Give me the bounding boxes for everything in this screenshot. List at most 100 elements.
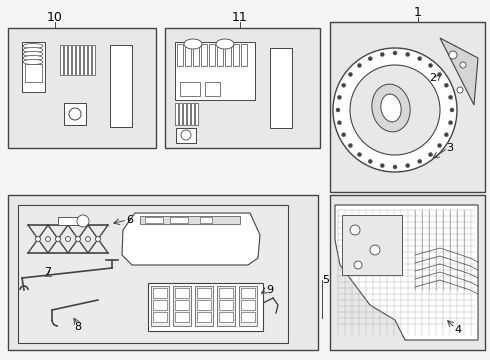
Circle shape <box>55 237 60 242</box>
Bar <box>270 48 292 128</box>
Text: 5: 5 <box>322 275 329 285</box>
Circle shape <box>338 95 342 99</box>
Circle shape <box>350 65 440 155</box>
Text: 2: 2 <box>429 73 437 83</box>
Bar <box>205 82 220 96</box>
Text: 1: 1 <box>414 5 422 18</box>
Text: 9: 9 <box>267 285 273 295</box>
Circle shape <box>380 163 384 167</box>
Bar <box>197 300 211 310</box>
Circle shape <box>368 159 372 163</box>
Bar <box>219 300 233 310</box>
Circle shape <box>370 245 380 255</box>
Bar <box>60 45 63 75</box>
Bar <box>80 45 83 75</box>
Circle shape <box>393 51 397 55</box>
Text: 11: 11 <box>232 10 248 23</box>
Bar <box>22 42 45 92</box>
Bar <box>330 195 485 350</box>
Bar <box>8 28 156 148</box>
Bar <box>197 312 211 322</box>
Circle shape <box>181 130 191 140</box>
Ellipse shape <box>23 51 43 57</box>
Circle shape <box>96 237 100 242</box>
Circle shape <box>66 237 71 242</box>
Bar <box>233 44 239 66</box>
Circle shape <box>350 225 360 235</box>
Bar <box>195 286 213 326</box>
Bar <box>217 44 223 66</box>
Circle shape <box>460 62 466 68</box>
Bar <box>145 217 163 223</box>
Circle shape <box>354 261 362 269</box>
Bar <box>175 103 178 125</box>
Circle shape <box>358 153 362 157</box>
Ellipse shape <box>184 39 202 49</box>
Bar <box>193 44 199 66</box>
Bar <box>76 45 79 75</box>
Circle shape <box>380 53 384 57</box>
Bar <box>148 283 263 331</box>
Bar <box>185 44 191 66</box>
Circle shape <box>444 83 448 87</box>
Circle shape <box>438 72 441 76</box>
Bar <box>217 286 235 326</box>
Bar <box>175 300 189 310</box>
Bar <box>175 42 255 100</box>
Circle shape <box>450 108 454 112</box>
Bar <box>239 286 257 326</box>
Bar <box>165 28 320 148</box>
Circle shape <box>75 237 80 242</box>
Bar <box>153 312 167 322</box>
Circle shape <box>85 237 91 242</box>
Bar <box>173 286 191 326</box>
Circle shape <box>406 53 410 57</box>
Bar <box>241 288 255 298</box>
Circle shape <box>429 63 433 67</box>
Bar <box>219 288 233 298</box>
Circle shape <box>457 87 463 93</box>
Bar <box>176 128 196 143</box>
Circle shape <box>444 133 448 137</box>
Text: 6: 6 <box>126 215 133 225</box>
Bar <box>330 22 485 192</box>
Bar <box>197 288 211 298</box>
Ellipse shape <box>23 59 43 64</box>
Circle shape <box>418 57 422 60</box>
Bar <box>64 103 86 125</box>
Ellipse shape <box>216 39 234 49</box>
Bar <box>72 45 75 75</box>
Bar <box>110 45 132 127</box>
Bar <box>140 216 240 224</box>
Bar <box>68 45 71 75</box>
Bar <box>18 205 288 343</box>
Bar <box>225 44 231 66</box>
Circle shape <box>406 163 410 167</box>
Bar <box>153 288 167 298</box>
Circle shape <box>46 237 50 242</box>
Bar <box>200 217 212 223</box>
Circle shape <box>393 165 397 169</box>
Circle shape <box>449 51 457 59</box>
Bar <box>201 44 207 66</box>
Bar <box>179 103 182 125</box>
Bar <box>183 103 186 125</box>
Circle shape <box>35 237 41 242</box>
Text: 8: 8 <box>74 322 81 332</box>
Bar <box>153 300 167 310</box>
Bar <box>58 217 78 225</box>
Bar <box>151 286 169 326</box>
Bar <box>241 44 247 66</box>
Ellipse shape <box>23 48 43 53</box>
Circle shape <box>429 153 433 157</box>
Text: 4: 4 <box>454 325 462 335</box>
Ellipse shape <box>23 55 43 60</box>
Text: 3: 3 <box>446 143 454 153</box>
Circle shape <box>448 121 453 125</box>
Bar <box>84 45 87 75</box>
Bar <box>64 45 67 75</box>
Bar <box>170 217 188 223</box>
Circle shape <box>348 72 352 76</box>
Circle shape <box>333 48 457 172</box>
Bar <box>175 288 189 298</box>
